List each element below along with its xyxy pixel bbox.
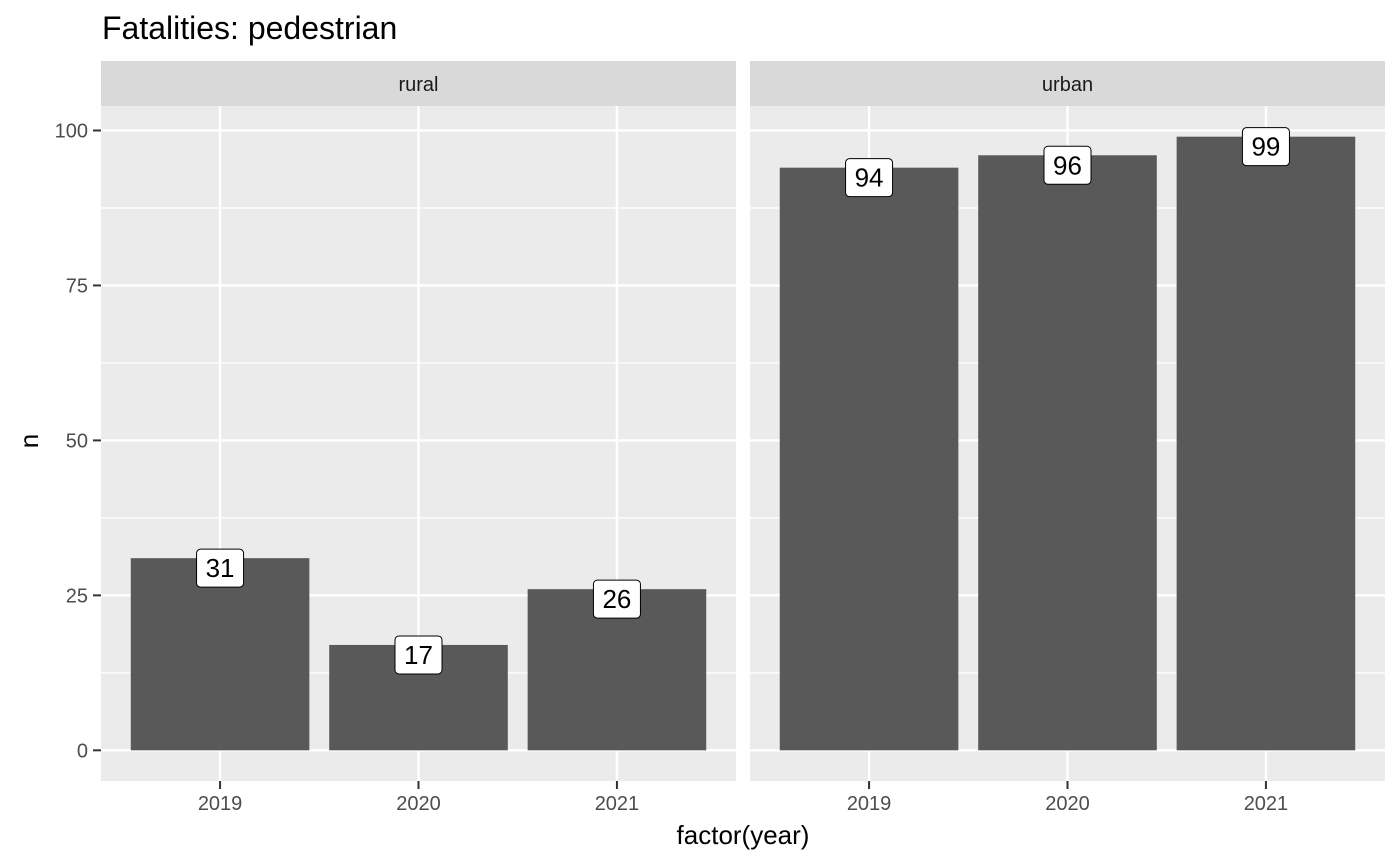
chart-title: Fatalities: pedestrian xyxy=(102,10,397,46)
facet-panel-rural: rural 31 2019 17 2020 26 2021 xyxy=(101,61,736,815)
facet-panels: rural 31 2019 17 2020 26 2021 urban 94 2019 96 2020… xyxy=(101,61,1385,815)
y-tick-label: 25 xyxy=(66,585,88,607)
y-tick-label: 100 xyxy=(55,120,88,142)
data-label-box xyxy=(196,548,245,588)
facet-strip-urban xyxy=(750,61,1385,106)
x-tick-label: 2020 xyxy=(396,793,441,815)
y-tick-label: 75 xyxy=(66,275,88,297)
data-label-box xyxy=(592,579,641,619)
y-axis: 0 25 50 75 100 xyxy=(55,120,101,762)
data-label: 94 xyxy=(855,163,884,193)
y-tick-label: 50 xyxy=(66,430,88,452)
data-label: 96 xyxy=(1053,150,1082,180)
x-axis-title: factor(year) xyxy=(677,820,810,850)
y-tick-label: 0 xyxy=(77,740,88,762)
bar-urban-2021 xyxy=(1176,136,1356,751)
data-label-box xyxy=(1043,145,1092,185)
x-tick-label: 2019 xyxy=(847,793,892,815)
x-tick-label: 2021 xyxy=(1244,793,1289,815)
bar-rural-2019 xyxy=(130,558,310,751)
data-label: 31 xyxy=(206,553,235,583)
facet-strip-label: urban xyxy=(1042,74,1093,96)
bar-urban-2019 xyxy=(779,167,959,751)
facet-strip-rural xyxy=(101,61,736,106)
data-label-box xyxy=(845,158,894,198)
data-label-box xyxy=(1241,127,1290,167)
x-tick-label: 2021 xyxy=(595,793,640,815)
data-label: 99 xyxy=(1251,132,1280,162)
facet-strip-label: rural xyxy=(398,74,438,96)
data-label: 17 xyxy=(404,640,433,670)
data-label: 26 xyxy=(602,584,631,614)
x-tick-label: 2020 xyxy=(1045,793,1090,815)
bar-urban-2020 xyxy=(978,155,1157,751)
y-axis-title: n xyxy=(14,434,44,448)
facet-panel-urban: urban 94 2019 96 2020 99 2021 xyxy=(750,61,1385,815)
x-tick-label: 2019 xyxy=(198,793,243,815)
data-label-box xyxy=(394,635,443,675)
